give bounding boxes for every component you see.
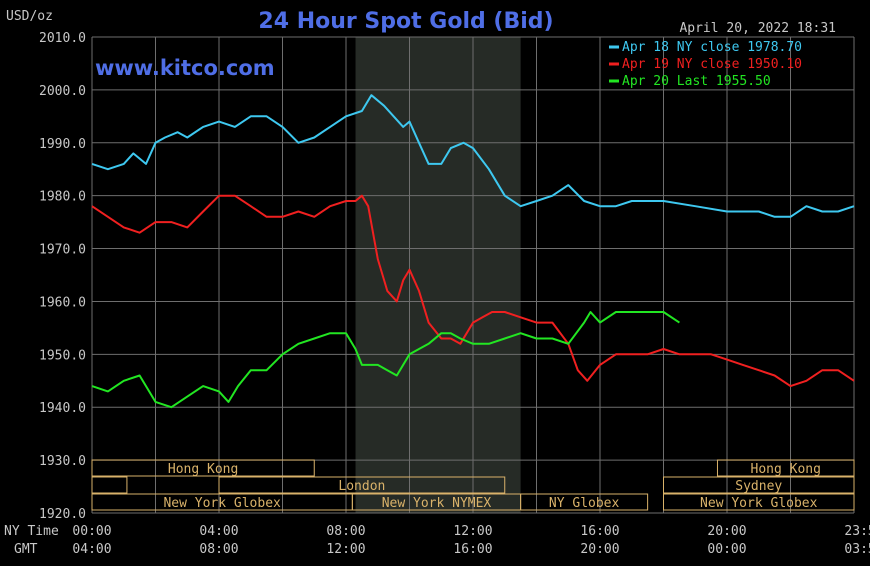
timestamp: April 20, 2022 18:31 — [679, 21, 836, 36]
x-tick-label-ny: 08:00 — [326, 524, 365, 539]
market-session-box — [663, 493, 855, 511]
x-tick-label-gmt: 12:00 — [326, 542, 365, 557]
market-sessions: Hong Kong Hong Kong London Sydney New York G… — [91, 459, 855, 511]
y-tick-label: 1970.0 — [39, 243, 86, 258]
y-tick-label: 2000.0 — [39, 84, 86, 99]
y-tick-label: 2010.0 — [39, 31, 86, 46]
price-series — [91, 94, 855, 409]
market-session-label: Hong Kong — [751, 462, 821, 477]
chart-title: 24 Hour Spot Gold (Bid) — [258, 9, 553, 34]
y-tick-label: 1930.0 — [39, 454, 86, 469]
x-tick-label-gmt: 16:00 — [453, 542, 492, 557]
market-session-box — [218, 476, 506, 494]
legend: Apr 18 NY close 1978.70 Apr 19 NY close 1… — [609, 40, 802, 89]
y-tick-label: 1940.0 — [39, 401, 86, 416]
x-tick-label-ny: 16:00 — [580, 524, 619, 539]
x-tick-label-ny: 04:00 — [199, 524, 238, 539]
x-axis: 00:00 04:00 08:00 12:00 16:00 20:00 23:59 04:00… — [72, 524, 870, 557]
market-session-label: Hong Kong — [168, 462, 238, 477]
market-session-label: New York NYMEX — [382, 496, 492, 511]
watermark: www.kitco.com — [95, 56, 275, 80]
market-session-box — [716, 459, 855, 477]
market-session-label: Sydney — [735, 479, 782, 494]
series-line-0 — [91, 94, 855, 218]
x-tick-label-gmt: 08:00 — [199, 542, 238, 557]
market-session-label: New York Globex — [700, 496, 818, 511]
market-session-box — [520, 493, 649, 511]
x-tick-label-ny: 12:00 — [453, 524, 492, 539]
series-line-2 — [91, 311, 680, 409]
x-tick-label-ny: 00:00 — [72, 524, 111, 539]
x-tick-label-ny: 20:00 — [707, 524, 746, 539]
market-session-label: NY Globex — [549, 496, 620, 511]
unit-label: USD/oz — [6, 9, 53, 24]
gmt-label: GMT — [14, 542, 38, 557]
chart-grid — [91, 36, 855, 514]
series-line-1 — [91, 194, 855, 388]
y-axis: 2010.0 2000.0 1990.0 1980.0 1970.0 1960.0 1950… — [39, 31, 86, 522]
legend-entry: Apr 19 NY close 1950.10 — [622, 57, 802, 72]
y-tick-label: 1980.0 — [39, 190, 86, 205]
x-tick-label-gmt: 00:00 — [707, 542, 746, 557]
market-session-label: New York Globex — [163, 496, 281, 511]
market-session-box — [91, 476, 128, 494]
x-tick-label-gmt: 04:00 — [72, 542, 111, 557]
market-session-label: London — [338, 479, 385, 494]
y-tick-label: 1920.0 — [39, 507, 86, 522]
market-session-box — [663, 476, 855, 494]
nymex-session-highlight — [355, 37, 521, 513]
legend-entry: Apr 20 Last 1955.50 — [622, 74, 771, 89]
x-tick-label-ny: 23:59 — [844, 524, 870, 539]
legend-entry: Apr 18 NY close 1978.70 — [622, 40, 802, 55]
x-tick-label-gmt: 20:00 — [580, 542, 619, 557]
y-tick-label: 1950.0 — [39, 348, 86, 363]
y-tick-label: 1990.0 — [39, 137, 86, 152]
x-tick-label-gmt: 03:59 — [844, 542, 870, 557]
ny-time-label: NY Time — [4, 524, 59, 539]
y-tick-label: 1960.0 — [39, 295, 86, 310]
market-session-box — [91, 459, 315, 477]
